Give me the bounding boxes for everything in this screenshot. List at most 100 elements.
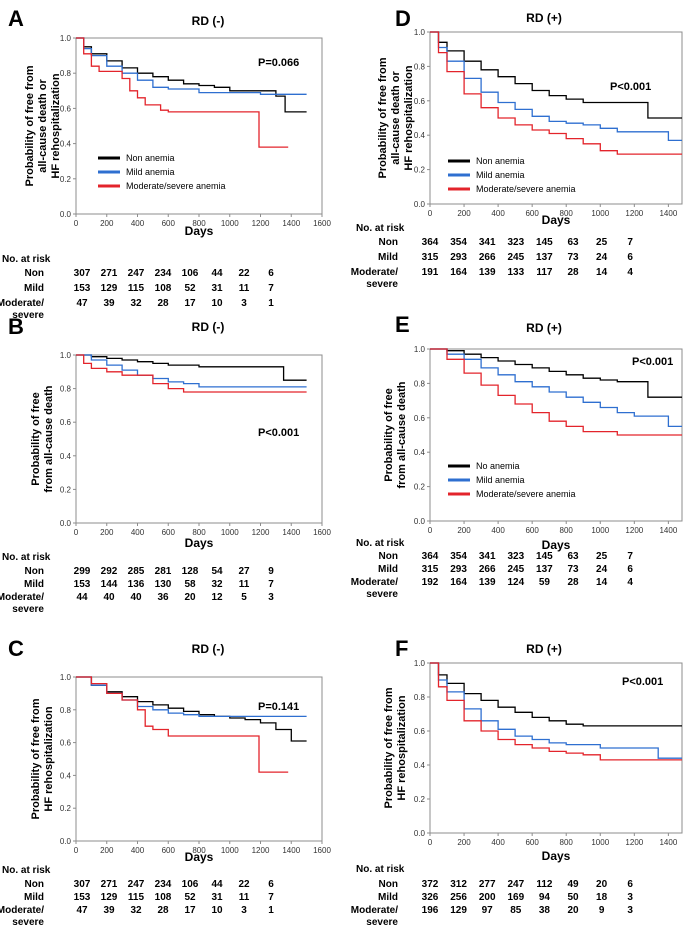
risk-cell: 117 — [536, 267, 553, 278]
y-tick-label: 0.2 — [60, 485, 72, 494]
y-axis-label-line: HF rehospitalization — [50, 73, 62, 178]
risk-cell: 247 — [128, 268, 145, 279]
x-axis-label: Days — [185, 224, 214, 238]
risk-cell: 44 — [211, 879, 223, 890]
risk-cell: 73 — [567, 252, 579, 263]
risk-cell: 28 — [567, 577, 579, 588]
x-tick-label: 400 — [491, 209, 505, 218]
risk-row-label: Non — [379, 551, 398, 562]
risk-cell: 164 — [450, 577, 467, 588]
x-tick-label: 0 — [428, 526, 433, 535]
x-tick-label: 0 — [428, 838, 433, 847]
y-tick-label: 0.8 — [414, 693, 426, 702]
risk-row-label: Moderate/ — [0, 298, 44, 309]
risk-cell: 40 — [130, 592, 142, 603]
risk-cell: 32 — [211, 579, 223, 590]
risk-row-label: Non — [25, 268, 44, 279]
risk-cell: 20 — [567, 905, 579, 916]
risk-cell: 10 — [211, 905, 223, 916]
x-axis-label: Days — [185, 850, 214, 864]
x-tick-label: 1200 — [625, 209, 643, 218]
panel-e: E RD (+) 0.0 0.2 0.4 0.6 0.8 1.0 0 200 400 600 800 10… — [351, 312, 683, 600]
x-tick-label: 1000 — [221, 846, 239, 855]
risk-cell: 44 — [76, 592, 88, 603]
x-tick-label: 200 — [457, 526, 471, 535]
risk-cell: 3 — [268, 592, 274, 603]
y-tick-label: 1.0 — [60, 34, 72, 43]
risk-cell: 25 — [596, 551, 608, 562]
x-tick-label: 1400 — [659, 209, 677, 218]
risk-row-label: Mild — [378, 564, 398, 575]
risk-cell: 20 — [596, 879, 608, 890]
risk-cell: 200 — [479, 892, 496, 903]
risk-cell: 115 — [128, 892, 145, 903]
risk-cell: 14 — [596, 577, 608, 588]
panel-letter: B — [8, 314, 24, 339]
panel-c: C RD (-) 0.0 0.2 0.4 0.6 0.8 1.0 0 200 400 600 800 10… — [0, 636, 331, 928]
y-tick-label: 1.0 — [414, 659, 426, 668]
risk-cell: 137 — [536, 252, 553, 263]
x-tick-label: 200 — [457, 838, 471, 847]
series-line-mild — [430, 31, 682, 142]
risk-cell: 6 — [627, 564, 633, 575]
risk-cell: 341 — [479, 237, 496, 248]
risk-row-label: Non — [25, 879, 44, 890]
risk-row-label: severe — [366, 917, 398, 927]
risk-cell: 137 — [536, 564, 553, 575]
risk-cell: 20 — [184, 592, 196, 603]
series-line-moderate — [76, 676, 289, 773]
risk-cell: 39 — [103, 298, 115, 309]
y-tick-label: 0.2 — [60, 804, 72, 813]
y-tick-label: 0.0 — [414, 829, 426, 838]
risk-cell: 299 — [74, 566, 91, 577]
y-tick-label: 0.0 — [60, 519, 72, 528]
y-tick-label: 0.2 — [414, 166, 426, 175]
risk-cell: 47 — [76, 905, 88, 916]
risk-cell: 73 — [567, 564, 579, 575]
legend-label: Non anemia — [476, 156, 525, 166]
panel-b: B RD (-) 0.0 0.2 0.4 0.6 0.8 1.0 0 200 400 600 800 10… — [0, 314, 331, 615]
risk-cell: 136 — [128, 579, 145, 590]
risk-cell: 364 — [422, 551, 439, 562]
x-tick-label: 1600 — [313, 846, 331, 855]
y-tick-label: 0.2 — [414, 795, 426, 804]
risk-cell: 6 — [268, 879, 274, 890]
risk-cell: 191 — [422, 267, 439, 278]
plot-frame — [429, 662, 683, 834]
risk-row-label: Moderate/ — [0, 592, 44, 603]
risk-cell: 307 — [74, 268, 91, 279]
risk-cell: 7 — [268, 579, 274, 590]
legend-label: Moderate/severe anemia — [126, 181, 226, 191]
x-tick-label: 1000 — [221, 219, 239, 228]
risk-cell: 97 — [482, 905, 494, 916]
risk-cell: 6 — [627, 879, 633, 890]
panel-a: A RD (-) 0.0 0.2 0.4 0.6 0.8 1.0 0 200 400 600 800 10… — [0, 6, 331, 321]
y-axis-label-line: all-cause death or — [390, 71, 402, 165]
risk-cell: 24 — [596, 564, 608, 575]
y-tick-label: 0.8 — [60, 385, 72, 394]
risk-cell: 7 — [268, 892, 274, 903]
risk-cell: 7 — [627, 551, 633, 562]
series-line-moderate — [430, 348, 682, 436]
risk-cell: 130 — [155, 579, 172, 590]
risk-cell: 28 — [567, 267, 579, 278]
x-tick-label: 800 — [560, 838, 574, 847]
risk-row-label: Moderate/ — [351, 267, 398, 278]
risk-row-label: Mild — [24, 283, 44, 294]
x-tick-label: 1000 — [221, 528, 239, 537]
y-tick-label: 0.6 — [414, 727, 426, 736]
y-tick-label: 0.6 — [414, 97, 426, 106]
x-tick-label: 800 — [192, 219, 206, 228]
y-axis-label-line: from all-cause death — [43, 385, 55, 492]
y-axis-label: Probability of free fromHF rehospitaliza… — [30, 698, 55, 819]
risk-cell: 108 — [155, 892, 172, 903]
risk-table-title: No. at risk — [2, 865, 51, 876]
risk-cell: 3 — [241, 905, 247, 916]
y-tick-label: 1.0 — [60, 673, 72, 682]
y-tick-label: 0.2 — [60, 175, 72, 184]
y-axis-label: Probability of freefrom all-cause death — [383, 381, 408, 488]
panel-letter: F — [395, 636, 408, 661]
y-axis-label-line: from all-cause death — [396, 381, 408, 488]
y-tick-label: 0.8 — [60, 69, 72, 78]
